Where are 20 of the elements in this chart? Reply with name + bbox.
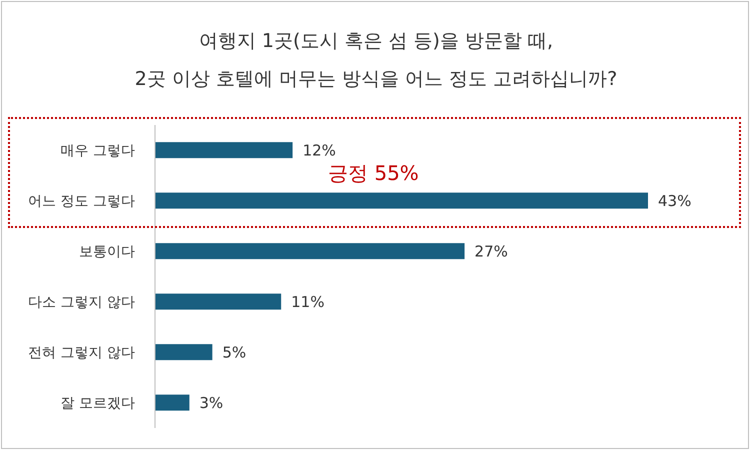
- chart-title: 여행지 1곳(도시 혹은 섬 등)을 방문할 때, 2곳 이상 호텔에 머무는 방식을 어느 정도 고려하십니까?: [134, 29, 618, 92]
- annotation: 긍정 55%: [328, 160, 419, 187]
- bar: [155, 394, 190, 411]
- bar: [155, 344, 212, 360]
- bar: [155, 243, 465, 260]
- y-tick-label: 보통이다: [79, 244, 135, 260]
- data-label: 5%: [222, 343, 246, 362]
- data-label: 12%: [302, 141, 336, 160]
- y-tick-label: 잘 모르겠다: [60, 396, 135, 412]
- bar: [155, 294, 282, 310]
- y-tick-label: 매우 그렇다: [60, 143, 135, 160]
- y-tick-label: 전혀 그렇지 않다: [28, 345, 135, 362]
- y-tick-label: 다소 그렇지 않다: [28, 294, 135, 311]
- y-tick-label: 어느 정도 그렇다: [28, 194, 135, 210]
- data-label: 27%: [474, 242, 508, 260]
- data-label: 11%: [291, 292, 324, 311]
- bar: [155, 142, 293, 158]
- bar: [155, 192, 648, 209]
- data-label: 43%: [658, 192, 692, 210]
- data-label: 3%: [199, 394, 224, 412]
